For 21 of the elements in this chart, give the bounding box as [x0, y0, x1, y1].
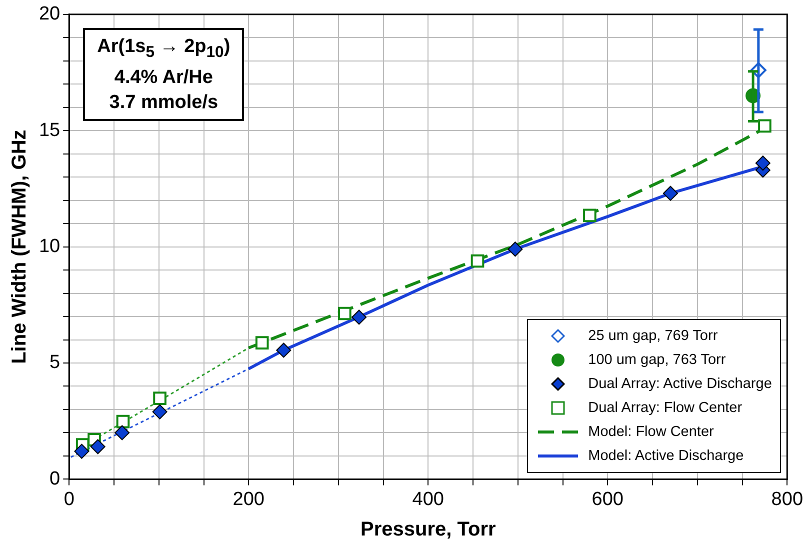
x-tick-label: 800 [771, 488, 803, 510]
legend-label: Model: Flow Center [588, 424, 714, 440]
annotation: 3.7 mmole/s [108, 91, 220, 116]
legend-label: Dual Array: Active Discharge [588, 376, 772, 392]
y-tick-label: 10 [38, 236, 60, 258]
x-tick-label: 600 [592, 488, 624, 510]
x-tick-label: 200 [232, 488, 264, 510]
y-tick-label: 5 [50, 352, 60, 374]
x-axis-title: Pressure, Torr [360, 518, 496, 541]
y-axis-title: Line Width (FWHM), GHz [8, 130, 31, 364]
legend-label: Dual Array: Flow Center [588, 400, 742, 416]
annotation: 4.4% Ar/He [113, 66, 214, 90]
legend-label: Model: Active Discharge [588, 448, 744, 464]
legend-label: 25 um gap, 769 Torr [588, 328, 718, 344]
x-tick-label: 400 [412, 488, 444, 510]
x-tick-label: 0 [64, 488, 74, 510]
legend-label: 100 um gap, 763 Torr [588, 352, 726, 368]
y-tick-label: 15 [38, 120, 60, 141]
y-tick-label: 0 [50, 468, 60, 490]
y-tick-label: 20 [38, 4, 60, 25]
annotation: Ar(1s$_{5}$ → 2p$_{10}$) [97, 35, 230, 64]
